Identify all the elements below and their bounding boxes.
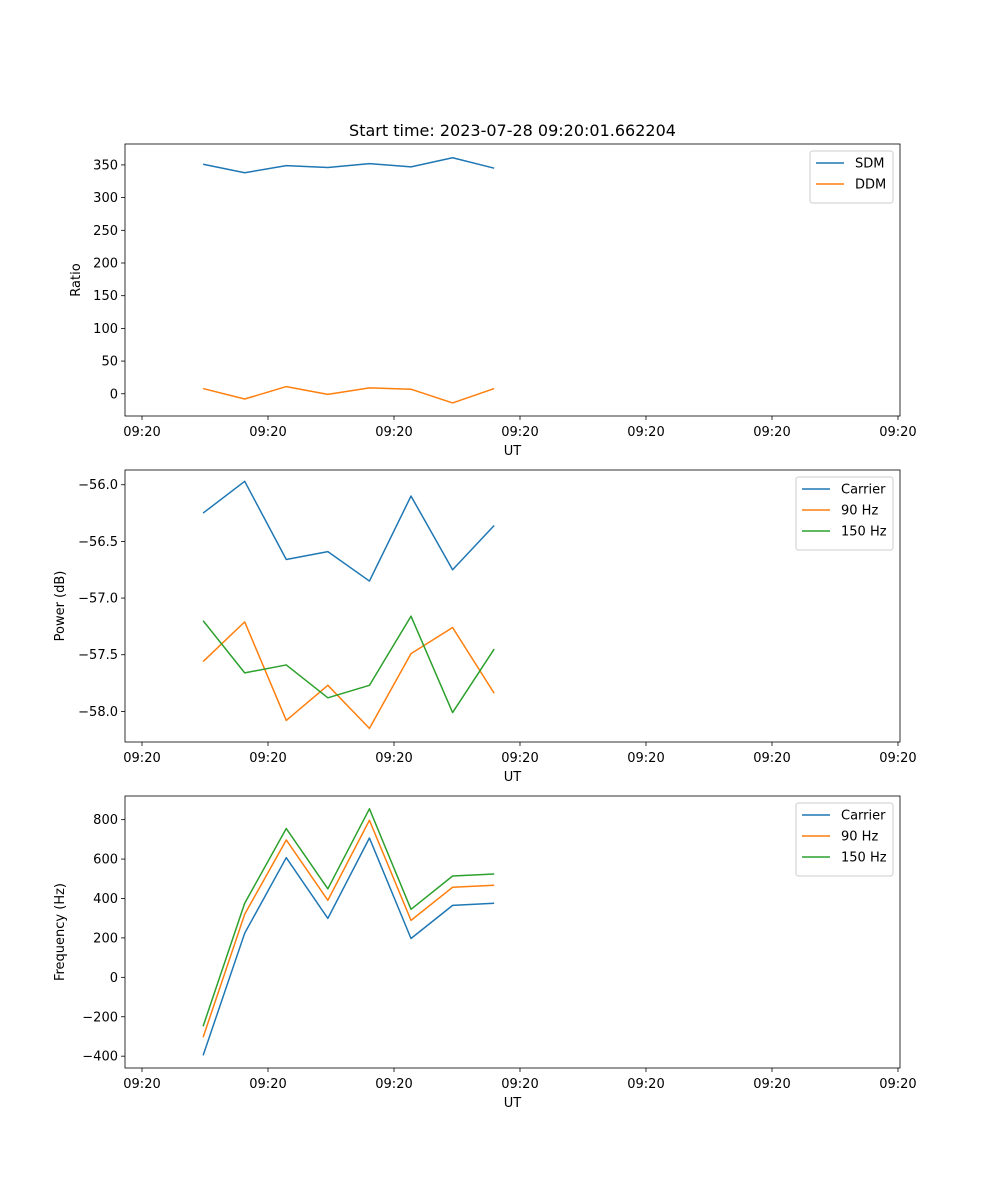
series-line-90-hz xyxy=(202,819,495,1038)
x-tick-label: 09:20 xyxy=(879,751,916,766)
y-tick-label: 250 xyxy=(93,224,118,239)
legend: Carrier 90 Hz 150 Hz xyxy=(795,476,894,551)
y-tick-label: −56.0 xyxy=(78,478,118,493)
x-tick-label: 09:20 xyxy=(123,1077,160,1092)
y-tick-label: 100 xyxy=(93,322,118,337)
x-axis-label: UT xyxy=(504,444,522,459)
x-tick-label: 09:20 xyxy=(753,751,790,766)
y-axis-label: Ratio xyxy=(69,263,84,296)
x-axis-label: UT xyxy=(504,1096,522,1111)
series-line-carrier xyxy=(202,480,495,582)
x-tick-label: 09:20 xyxy=(375,751,412,766)
legend: Carrier 90 Hz 150 Hz xyxy=(795,802,894,877)
x-tick-label: 09:20 xyxy=(375,1077,412,1092)
y-tick-label: 200 xyxy=(93,257,118,272)
y-tick-label: 600 xyxy=(93,853,118,868)
legend-label: Carrier xyxy=(841,483,886,498)
y-axis-label: Power (dB) xyxy=(53,571,68,642)
panel-power: 09:2009:2009:2009:2009:2009:2009:2009:21… xyxy=(53,469,917,785)
y-tick-label: 800 xyxy=(93,813,118,828)
legend-label: SDM xyxy=(855,157,884,172)
y-tick-label: −57.5 xyxy=(78,648,118,663)
series-line-150-hz xyxy=(202,615,495,714)
x-tick-label: 09:20 xyxy=(249,751,286,766)
legend: SDM DDM xyxy=(809,150,894,204)
axes-frame xyxy=(124,795,901,1069)
x-tick-label: 09:20 xyxy=(123,751,160,766)
legend-label: Carrier xyxy=(841,809,886,824)
x-tick-label: 09:20 xyxy=(879,1077,916,1092)
y-tick-label: 350 xyxy=(93,158,118,173)
x-tick-label: 09:20 xyxy=(627,751,664,766)
x-axis-label: UT xyxy=(504,770,522,785)
axes-frame xyxy=(124,143,901,417)
x-tick-label: 09:20 xyxy=(753,425,790,440)
x-tick-label: 09:20 xyxy=(627,425,664,440)
y-tick-label: 200 xyxy=(93,931,118,946)
y-axis-label: Frequency (Hz) xyxy=(53,883,68,981)
panels: 09:2009:2009:2009:2009:2009:2009:2009:21… xyxy=(53,143,917,1111)
x-tick-label: 09:20 xyxy=(123,425,160,440)
x-tick-label: 09:20 xyxy=(249,1077,286,1092)
panel-frequency: 09:2009:2009:2009:2009:2009:2009:2009:21… xyxy=(53,795,917,1111)
x-tick-label: 09:20 xyxy=(249,425,286,440)
legend-label: DDM xyxy=(855,178,886,193)
series-line-90-hz xyxy=(202,621,495,730)
y-tick-label: 300 xyxy=(93,191,118,206)
legend-label: 90 Hz xyxy=(841,504,878,519)
panel-ratio: 09:2009:2009:2009:2009:2009:2009:2009:21… xyxy=(69,143,917,459)
legend-box xyxy=(809,150,894,204)
y-tick-label: 0 xyxy=(110,971,118,986)
x-tick-label: 09:20 xyxy=(501,1077,538,1092)
series-line-sdm xyxy=(202,156,495,174)
x-tick-label: 09:20 xyxy=(753,1077,790,1092)
figure-title: Start time: 2023-07-28 09:20:01.662204 xyxy=(349,121,676,140)
legend-label: 150 Hz xyxy=(841,525,887,540)
y-tick-label: −58.0 xyxy=(78,705,118,720)
x-tick-label: 09:20 xyxy=(375,425,412,440)
axes-frame xyxy=(124,469,901,743)
legend-label: 150 Hz xyxy=(841,851,887,866)
y-tick-label: 0 xyxy=(110,387,118,402)
series-line-ddm xyxy=(202,385,495,404)
x-tick-label: 09:20 xyxy=(627,1077,664,1092)
y-tick-label: −57.0 xyxy=(78,592,118,607)
y-tick-label: 50 xyxy=(101,355,118,370)
y-tick-label: −200 xyxy=(82,1010,118,1025)
y-tick-label: 400 xyxy=(93,892,118,907)
x-tick-label: 09:20 xyxy=(501,751,538,766)
y-tick-label: 150 xyxy=(93,289,118,304)
series-line-150-hz xyxy=(202,808,495,1027)
y-tick-label: −56.5 xyxy=(78,535,118,550)
x-tick-label: 09:20 xyxy=(879,425,916,440)
x-tick-label: 09:20 xyxy=(501,425,538,440)
series-line-carrier xyxy=(202,837,495,1056)
y-tick-label: −400 xyxy=(82,1050,118,1065)
legend-label: 90 Hz xyxy=(841,830,878,845)
